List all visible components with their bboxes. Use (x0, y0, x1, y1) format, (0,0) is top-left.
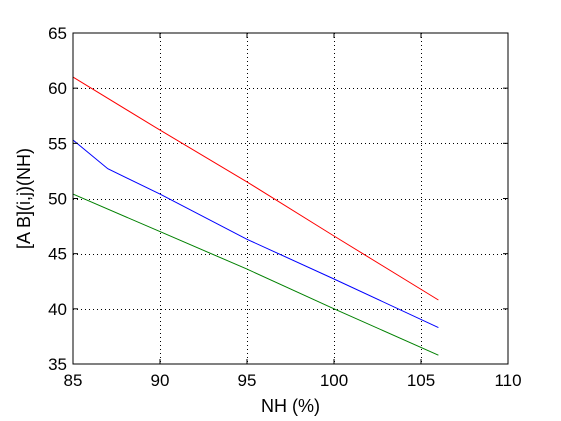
x-axis-label: NH (%) (261, 396, 320, 416)
y-tick-label: 65 (48, 24, 67, 43)
y-tick-label: 55 (48, 134, 67, 153)
series-line-2 (72, 139, 439, 329)
x-tick-labels: 85 90 95 100 105 110 (64, 371, 522, 390)
y-tick-label: 35 (48, 355, 67, 374)
x-tick-label: 85 (64, 371, 83, 390)
plot-area (73, 33, 508, 364)
y-tick-labels: 35 40 45 50 55 60 65 (48, 24, 67, 374)
y-tick-label: 40 (48, 300, 67, 319)
grid (73, 33, 508, 364)
tick-marks (72, 32, 509, 365)
series-line-3 (72, 193, 439, 356)
y-tick-label: 45 (48, 245, 67, 264)
y-tick-label: 50 (48, 190, 67, 209)
y-axis-label: [A B](i,j)(NH) (14, 148, 34, 249)
x-tick-label: 95 (238, 371, 257, 390)
series-group (72, 76, 439, 356)
x-tick-label: 105 (407, 371, 435, 390)
y-tick-label: 60 (48, 79, 67, 98)
series-line-1 (72, 76, 439, 301)
x-tick-label: 90 (151, 371, 170, 390)
x-tick-label: 110 (494, 371, 521, 390)
x-tick-label: 100 (320, 371, 348, 390)
